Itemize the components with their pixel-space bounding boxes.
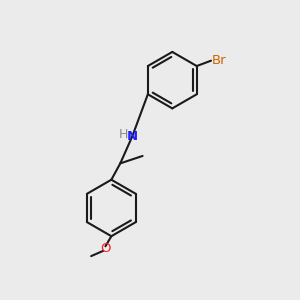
Text: O: O (100, 242, 111, 255)
Text: N: N (127, 130, 138, 143)
Text: H: H (119, 128, 128, 141)
Text: Br: Br (212, 54, 226, 67)
